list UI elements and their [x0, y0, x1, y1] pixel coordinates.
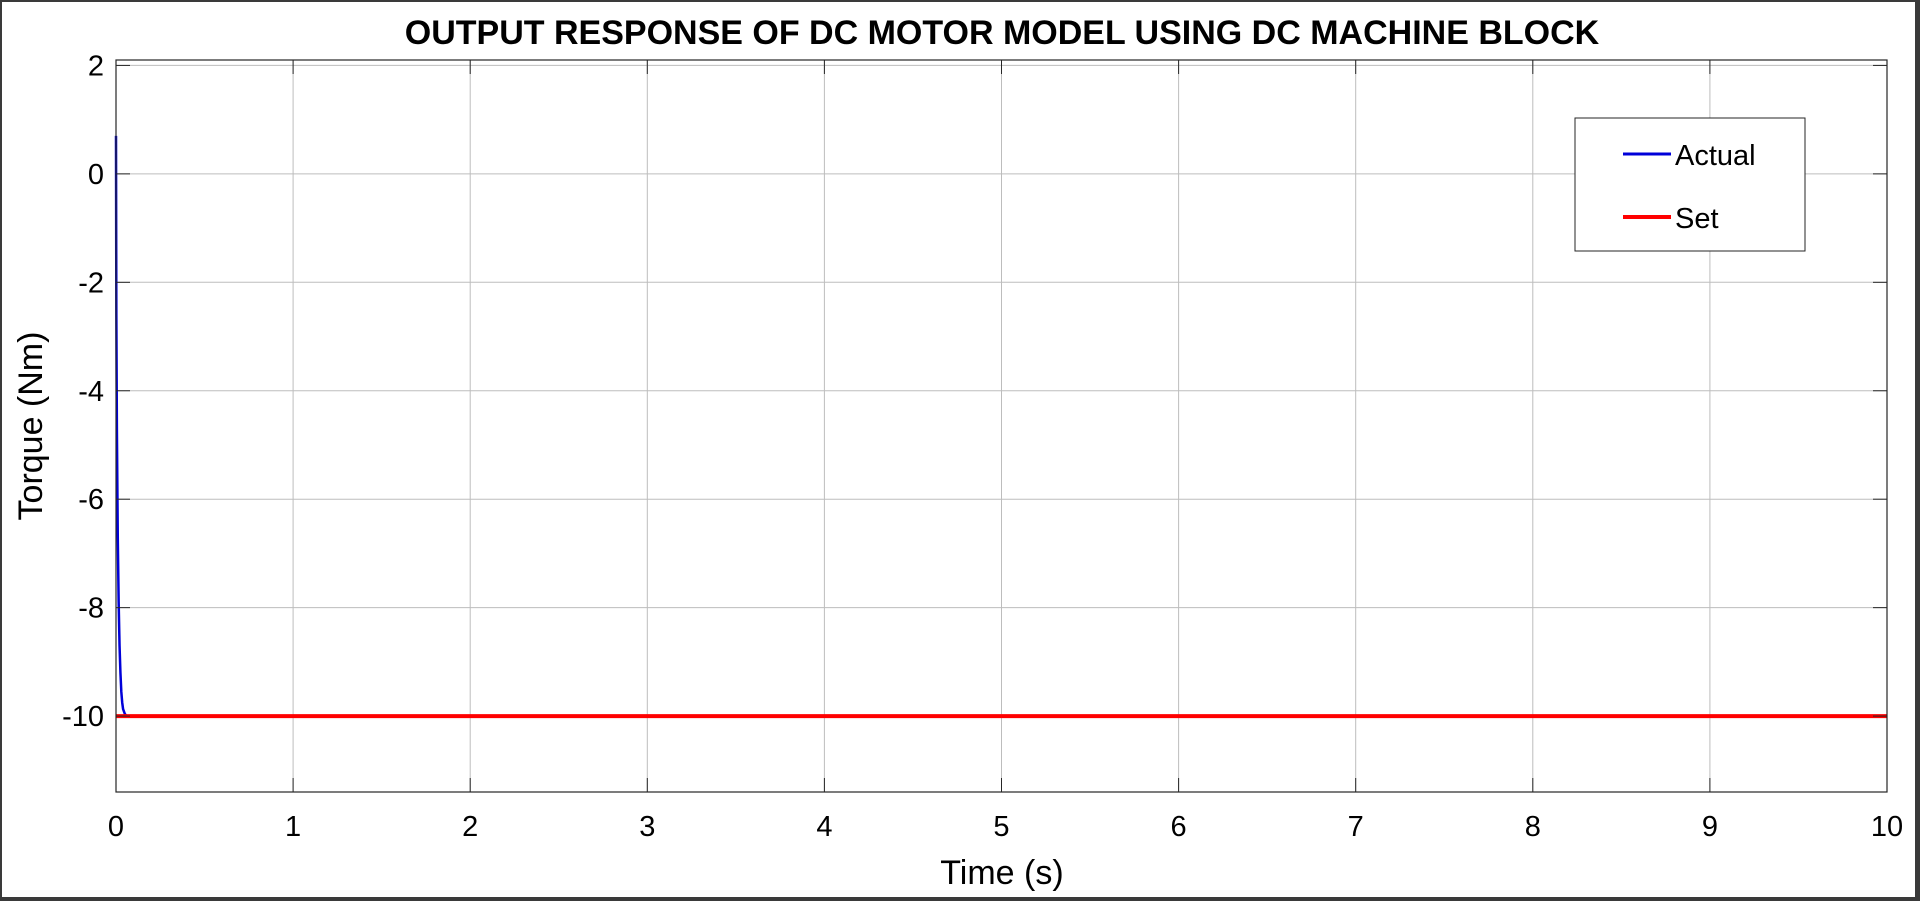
y-axis-label: Torque (Nm) — [12, 332, 50, 521]
y-tick-label: -10 — [62, 701, 104, 733]
legend: Actual Set — [1574, 117, 1806, 252]
chart-title: OUTPUT RESPONSE OF DC MOTOR MODEL USING … — [405, 14, 1600, 52]
y-tick-label: -2 — [78, 267, 104, 299]
x-tick-label: 3 — [639, 811, 655, 843]
x-tick-label: 7 — [1348, 811, 1364, 843]
x-tick-label: 1 — [285, 811, 301, 843]
y-tick-label: -8 — [78, 593, 104, 625]
x-axis-label: Time (s) — [940, 854, 1063, 892]
x-tick-label: 4 — [816, 811, 832, 843]
x-tick-label: 8 — [1525, 811, 1541, 843]
y-tick-label: -4 — [78, 376, 104, 408]
x-tick-label: 0 — [108, 811, 124, 843]
y-tick-label: 2 — [88, 50, 104, 82]
x-tick-label: 2 — [462, 811, 478, 843]
legend-label-set: Set — [1675, 203, 1719, 235]
x-tick-label: 6 — [1171, 811, 1187, 843]
axis-ticks: 0 1 2 3 4 5 6 7 8 9 10 2 0 -2 -4 -6 -8 -10 — [62, 50, 1903, 843]
legend-label-actual: Actual — [1675, 140, 1756, 172]
y-tick-label: 0 — [88, 159, 104, 191]
x-tick-label: 5 — [993, 811, 1009, 843]
legend-box — [1574, 117, 1806, 252]
x-tick-label: 10 — [1871, 811, 1903, 843]
x-tick-label: 9 — [1702, 811, 1718, 843]
y-tick-label: -6 — [78, 484, 104, 516]
